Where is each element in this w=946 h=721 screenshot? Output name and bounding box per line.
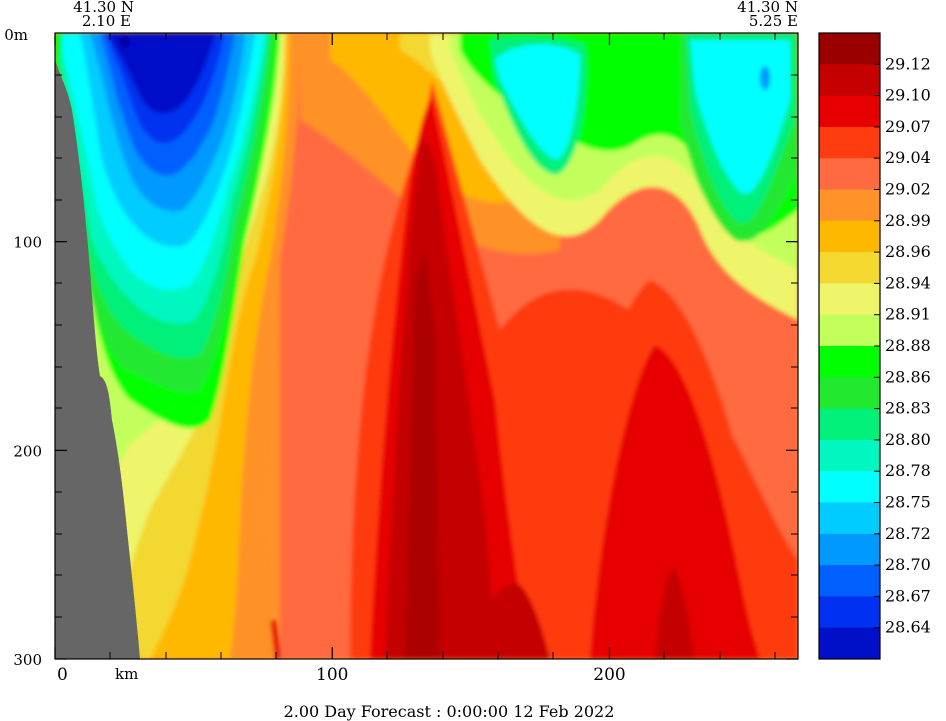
colorbar-label-7: 28.94 bbox=[885, 273, 931, 292]
colorbar-swatch-3 bbox=[819, 126, 880, 159]
colorbar-swatch-8 bbox=[819, 283, 880, 316]
y-tick-label-300: 300 bbox=[13, 651, 42, 669]
frame-ticks bbox=[55, 33, 798, 659]
x-tick-label-0: 0 bbox=[57, 665, 68, 685]
colorbar-swatch-6 bbox=[819, 220, 880, 253]
colorbar-swatch-7 bbox=[819, 252, 880, 284]
colorbar-label-8: 28.91 bbox=[885, 305, 931, 324]
plot-frame bbox=[54, 32, 799, 660]
colorbar-swatch-13 bbox=[819, 439, 880, 472]
x-unit-label: km bbox=[115, 665, 138, 683]
colorbar-label-14: 28.75 bbox=[885, 493, 931, 512]
colorbar-swatch-12 bbox=[819, 408, 880, 441]
topography bbox=[55, 60, 140, 659]
colorbar-swatch-0 bbox=[819, 33, 880, 65]
colorbar-label-18: 28.64 bbox=[885, 618, 931, 637]
colorbar-label-13: 28.78 bbox=[885, 461, 931, 480]
y-tick-labels: 100 200 300 bbox=[13, 234, 42, 669]
colorbar-swatch-4 bbox=[819, 158, 880, 190]
y-tick-label-200: 200 bbox=[13, 442, 42, 460]
left-latitude-label: 41.30 N bbox=[73, 0, 134, 16]
colorbar-swatch-9 bbox=[819, 314, 880, 347]
colorbar-label-12: 28.80 bbox=[885, 430, 931, 449]
depth-surface-label: 0m bbox=[4, 26, 28, 44]
colorbar-swatch-14 bbox=[819, 471, 880, 503]
colorbar-label-17: 28.67 bbox=[885, 586, 931, 605]
colorbar-label-6: 28.96 bbox=[885, 242, 931, 261]
colorbar-label-0: 29.12 bbox=[885, 54, 931, 73]
left-longitude-label: 2.10 E bbox=[82, 12, 131, 30]
right-latitude-label: 41.30 N bbox=[737, 0, 798, 16]
x-tick-label-200: 200 bbox=[593, 665, 625, 685]
colorbar-frame bbox=[818, 32, 881, 660]
colorbar-label-10: 28.86 bbox=[885, 367, 931, 386]
colorbar-label-2: 29.07 bbox=[885, 117, 931, 136]
colorbar-label-3: 29.04 bbox=[885, 148, 931, 167]
colorbar-label-5: 28.99 bbox=[885, 211, 931, 230]
colorbar-swatch-18 bbox=[819, 596, 880, 629]
colorbar-swatch-10 bbox=[819, 346, 880, 378]
colorbar-label-15: 28.72 bbox=[885, 524, 931, 543]
colorbar-label-1: 29.10 bbox=[885, 86, 931, 105]
forecast-footer: 2.00 Day Forecast : 0:00:00 12 Feb 2022 bbox=[284, 702, 615, 721]
colorbar-swatch-15 bbox=[819, 502, 880, 535]
colorbar-swatch-1 bbox=[819, 64, 880, 97]
colorbar-swatch-2 bbox=[819, 95, 880, 128]
colorbar-label-11: 28.83 bbox=[885, 399, 931, 418]
x-tick-labels: 0 100 200 bbox=[57, 665, 626, 685]
colorbar-label-4: 29.02 bbox=[885, 180, 931, 199]
colorbar-label-9: 28.88 bbox=[885, 336, 931, 355]
y-tick-label-100: 100 bbox=[13, 234, 42, 252]
colorbar-swatch-19 bbox=[819, 627, 880, 660]
colorbar-label-16: 28.70 bbox=[885, 555, 931, 574]
colorbar-swatch-11 bbox=[819, 377, 880, 410]
right-longitude-label: 5.25 E bbox=[749, 12, 798, 30]
temperature-field bbox=[55, 33, 798, 659]
colorbar: 29.12 29.10 29.07 29.04 29.02 28.99 28.96 28.94… bbox=[818, 32, 931, 660]
x-tick-label-100: 100 bbox=[316, 665, 348, 685]
colorbar-swatch-5 bbox=[819, 189, 880, 222]
colorbar-swatch-17 bbox=[819, 565, 880, 597]
colorbar-swatch-16 bbox=[819, 533, 880, 566]
